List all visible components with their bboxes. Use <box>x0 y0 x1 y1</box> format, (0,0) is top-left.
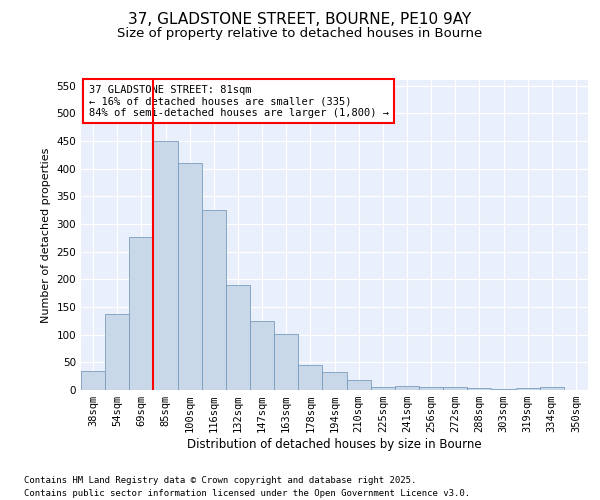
Bar <box>419 387 443 390</box>
Bar <box>540 387 564 390</box>
Bar <box>443 387 467 390</box>
Bar <box>347 380 371 390</box>
Bar <box>129 236 154 390</box>
Text: 37, GLADSTONE STREET, BOURNE, PE10 9AY: 37, GLADSTONE STREET, BOURNE, PE10 9AY <box>128 12 472 28</box>
Bar <box>515 388 540 390</box>
Bar <box>274 334 298 390</box>
Y-axis label: Number of detached properties: Number of detached properties <box>41 148 51 322</box>
Bar <box>178 163 202 390</box>
Bar <box>322 372 347 390</box>
Bar <box>105 314 129 390</box>
Text: Contains HM Land Registry data © Crown copyright and database right 2025.
Contai: Contains HM Land Registry data © Crown c… <box>24 476 470 498</box>
Bar <box>395 386 419 390</box>
Bar <box>298 365 322 390</box>
Bar <box>491 389 515 390</box>
X-axis label: Distribution of detached houses by size in Bourne: Distribution of detached houses by size … <box>187 438 482 451</box>
Bar <box>250 321 274 390</box>
Bar <box>202 210 226 390</box>
Bar <box>467 388 491 390</box>
Text: Size of property relative to detached houses in Bourne: Size of property relative to detached ho… <box>118 28 482 40</box>
Bar <box>154 141 178 390</box>
Bar <box>226 285 250 390</box>
Bar <box>81 370 105 390</box>
Text: 37 GLADSTONE STREET: 81sqm
← 16% of detached houses are smaller (335)
84% of sem: 37 GLADSTONE STREET: 81sqm ← 16% of deta… <box>89 84 389 118</box>
Bar <box>371 386 395 390</box>
